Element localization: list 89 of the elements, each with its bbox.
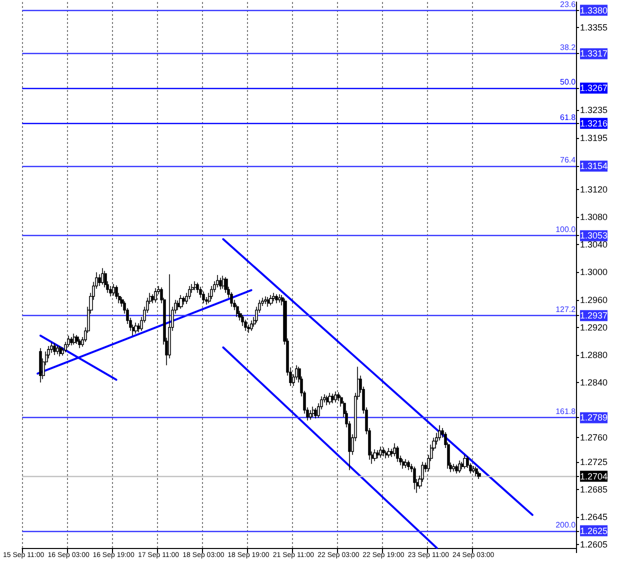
y-tick-label: 1.2645 (580, 512, 608, 522)
y-tick-label: 1.3000 (580, 267, 608, 278)
candlestick (387, 448, 391, 458)
annotation: 76.4 (560, 156, 576, 165)
y-tick-label: 1.3317 (580, 48, 608, 59)
y-tick-label: 1.3355 (580, 22, 608, 33)
candlestick (250, 320, 253, 332)
y-tick-label: 1.3080 (580, 212, 608, 222)
candlestick (101, 268, 104, 286)
candlestick (272, 292, 275, 302)
candlestick (407, 460, 410, 470)
candlestick (188, 286, 191, 300)
candlestick (312, 406, 315, 418)
candlestick (134, 322, 138, 334)
candlestick (278, 294, 281, 303)
candlestick (222, 275, 225, 290)
candlestick (385, 450, 388, 459)
y-tick-label: 1.2840 (580, 378, 608, 388)
y-tick-label: 1.3195 (580, 132, 608, 143)
y-tick-label: 1.3267 (580, 83, 608, 94)
candlestick (182, 296, 185, 306)
candlestick (413, 466, 416, 490)
candlestick (73, 333, 76, 346)
candlestick (39, 348, 42, 383)
candlestick (269, 294, 273, 306)
candlestick (452, 463, 455, 472)
candlestick (334, 391, 337, 403)
y-tick-label: 1.2605 (580, 540, 608, 550)
candlestick (309, 410, 312, 420)
y-tick-label: 1.2760 (580, 432, 608, 443)
candlestick (154, 288, 157, 303)
y-tick-label: 1.2960 (580, 294, 608, 305)
annotation: 161.8 (556, 407, 576, 416)
annotation: 23.6 (560, 0, 576, 9)
y-tick-label: 1.3235 (580, 105, 608, 116)
candlestick (379, 446, 382, 458)
candlestick (112, 284, 115, 296)
y-tick-label: 1.2685 (580, 484, 608, 494)
y-tick-label: 1.2704 (580, 471, 608, 482)
candlestick (267, 296, 270, 308)
candlestick (382, 446, 385, 457)
candlestick (458, 460, 461, 474)
y-tick-label: 1.2920 (580, 322, 608, 332)
candlestick (455, 464, 458, 474)
candlestick (396, 446, 399, 462)
candlestick (376, 450, 379, 459)
y-tick-label: 1.2625 (580, 526, 608, 536)
candlestick (402, 458, 405, 470)
candlestick (244, 319, 247, 332)
y-tick-label: 1.3120 (580, 184, 608, 195)
candlestick (70, 336, 73, 346)
candlestick (373, 449, 377, 462)
candlestick (56, 344, 59, 355)
candlestick (216, 274, 219, 288)
annotation: 100.0 (556, 225, 576, 234)
candlestick (236, 304, 239, 318)
annotation: 38.2 (560, 43, 576, 52)
y-tick-label: 1.3216 (580, 118, 608, 128)
annotation: 61.8 (560, 112, 576, 122)
y-tick-label: 1.3380 (580, 5, 608, 16)
candlestick (475, 466, 478, 477)
candlestick (331, 393, 334, 404)
y-tick-label: 1.2789 (580, 412, 608, 423)
candlestick (78, 338, 81, 348)
y-tick-label: 1.2937 (580, 310, 608, 321)
candlestick (463, 454, 467, 470)
candlestick (404, 458, 407, 468)
annotation: 50.0 (560, 78, 576, 87)
candlestick (194, 280, 197, 291)
annotation: 127.2 (556, 305, 576, 314)
annotation: 200.0 (556, 520, 576, 530)
candlestick (438, 424, 441, 441)
y-tick-label: 1.3040 (580, 240, 608, 250)
candlestick (326, 395, 329, 406)
y-tick-label: 1.2880 (580, 350, 608, 360)
y-tick-label: 1.3053 (580, 230, 608, 241)
y-tick-label: 1.3154 (580, 161, 608, 172)
candlestick (53, 342, 56, 356)
candlestick (264, 296, 267, 304)
y-tick-label: 1.2725 (580, 456, 608, 467)
candlestick (115, 284, 118, 300)
candlestick (472, 466, 475, 474)
candlestick (247, 324, 250, 334)
candlestick (328, 392, 332, 406)
candlestick (219, 277, 222, 290)
candlestick (59, 346, 62, 357)
candlestick (275, 294, 278, 304)
candlestick (179, 294, 183, 310)
candlestick (75, 334, 79, 344)
